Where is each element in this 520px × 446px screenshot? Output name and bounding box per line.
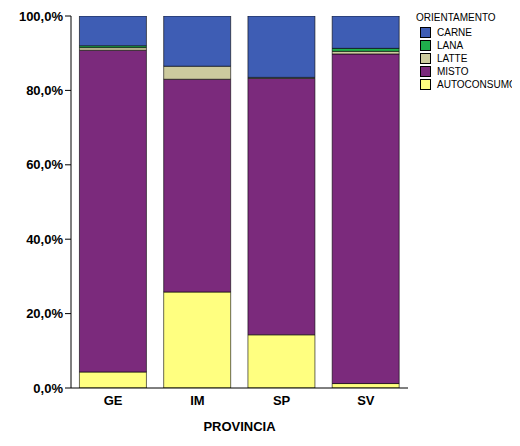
svg-text:20,0%: 20,0% [26,306,63,321]
svg-text:80,0%: 80,0% [26,83,63,98]
svg-text:60,0%: 60,0% [26,157,63,172]
svg-text:IM: IM [190,393,204,408]
svg-text:GE: GE [104,393,123,408]
svg-text:SV: SV [357,393,375,408]
html-text:LATTE: LATTE [437,53,468,64]
svg-text:100,0%: 100,0% [19,9,64,24]
html-text:AUTOCONSUMO: AUTOCONSUMO [437,79,517,90]
html-text:CARNE: CARNE [437,27,472,38]
svg-text:SP: SP [273,393,291,408]
svg-text:PROVINCIA: PROVINCIA [203,419,276,434]
html-text:LANA: LANA [437,40,464,51]
html-text:MISTO: MISTO [437,66,469,77]
html-text:ORIENTAMENTO: ORIENTAMENTO [416,12,496,23]
svg-text:0,0%: 0,0% [33,381,63,396]
svg-text:40,0%: 40,0% [26,232,63,247]
